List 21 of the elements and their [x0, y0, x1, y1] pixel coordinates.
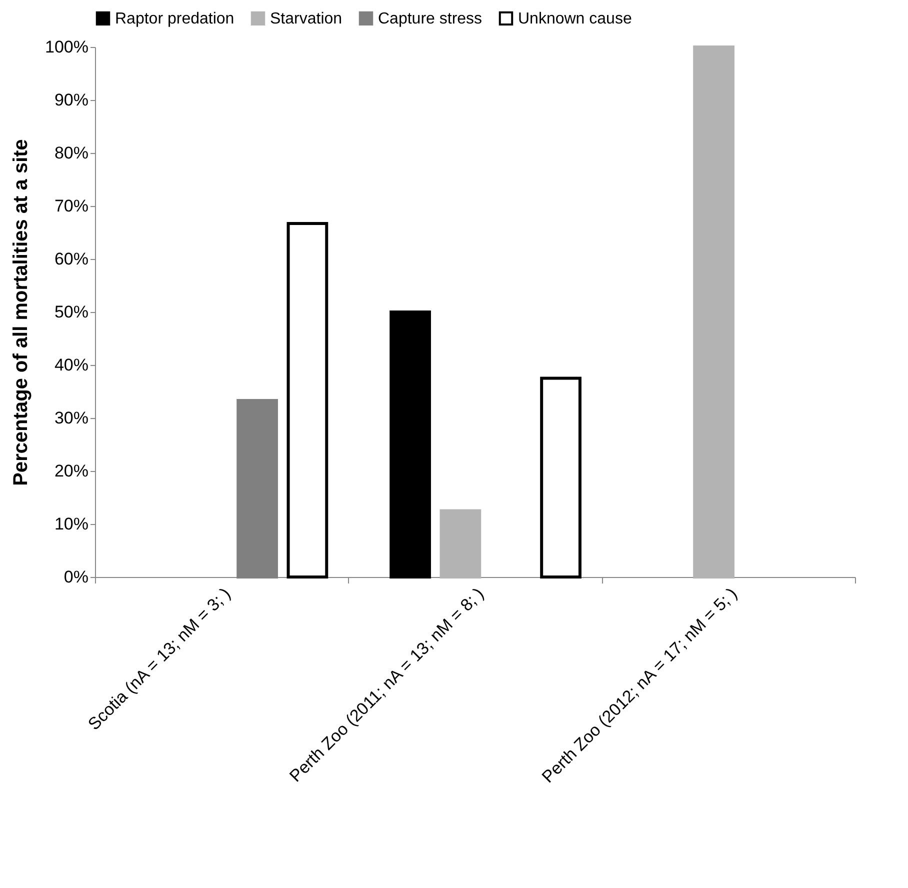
bar [390, 310, 431, 578]
y-tick-label: 10% [54, 514, 88, 534]
bar [440, 509, 482, 578]
bar [540, 376, 582, 578]
legend-label: Raptor predation [115, 10, 234, 28]
y-tick-label: 40% [54, 356, 88, 374]
y-tick-label: 0% [64, 568, 88, 586]
y-tick-label: 100% [45, 38, 88, 56]
legend-label: Capture stress [378, 10, 482, 28]
y-tick-label: 70% [54, 196, 88, 216]
y-tick-label: 50% [54, 302, 88, 322]
bar [286, 222, 328, 578]
legend-label: Unknown cause [518, 10, 632, 28]
y-tick-label: 90% [54, 90, 88, 110]
y-tick-label: 80% [54, 144, 88, 162]
y-tick-label: 20% [54, 462, 88, 480]
y-tick-label: 30% [54, 408, 88, 428]
legend-label: Starvation [270, 10, 342, 28]
y-tick-label: 60% [54, 250, 88, 268]
bar [693, 46, 734, 578]
y-axis-title: Percentage of all mortalities at a site [10, 139, 32, 486]
